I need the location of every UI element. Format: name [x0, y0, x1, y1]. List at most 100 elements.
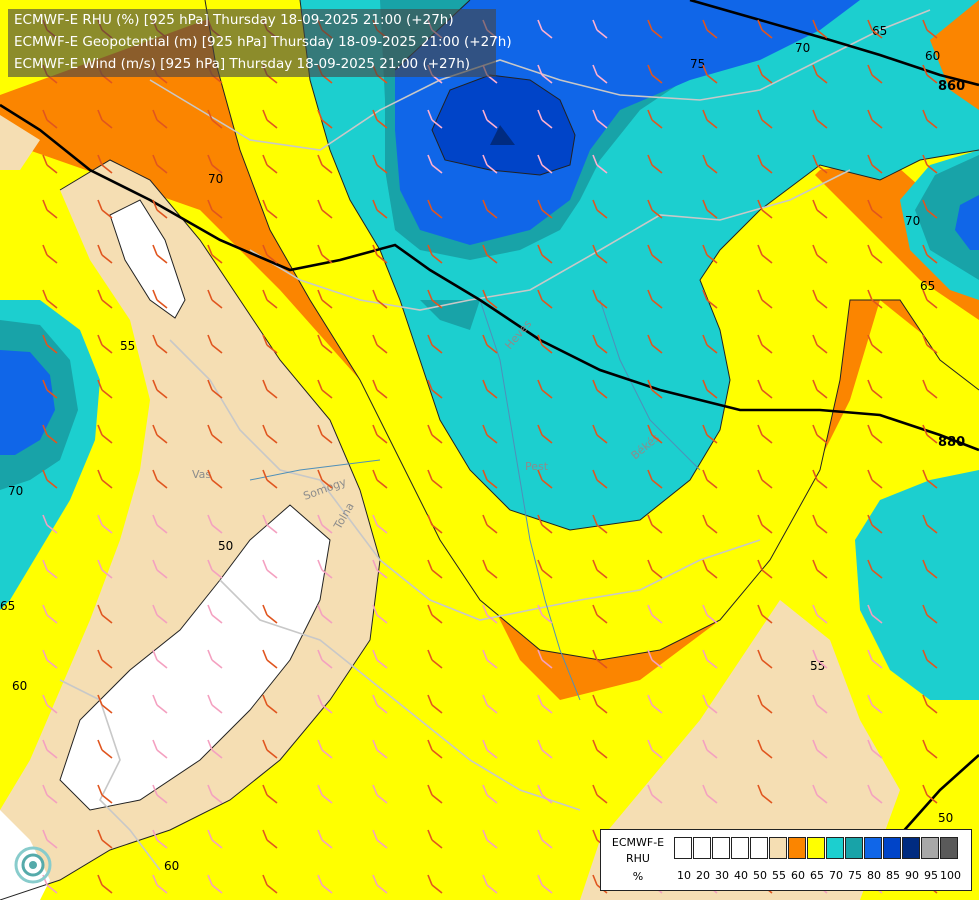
wind-barb-icon	[812, 424, 828, 444]
wind-barb-icon	[427, 649, 443, 669]
wind-barb-icon	[592, 514, 608, 534]
wind-barb-icon	[922, 604, 938, 624]
wind-barb-icon	[482, 739, 498, 759]
wind-barb-icon	[207, 514, 223, 534]
wind-barb-icon	[262, 559, 278, 579]
wind-barb-icon	[207, 424, 223, 444]
legend-swatch	[674, 837, 692, 859]
wind-barb-icon	[262, 154, 278, 174]
rhu-teal-right	[915, 155, 979, 280]
wind-barb-icon	[207, 334, 223, 354]
wind-barb-icon	[207, 739, 223, 759]
rhu-tan-topleft	[0, 115, 40, 170]
rhu-label: 60	[925, 49, 940, 63]
wind-barb-icon	[647, 739, 663, 759]
wind-barb-icon	[922, 289, 938, 309]
wind-barb-icon	[867, 244, 883, 264]
legend-tick: 95	[924, 869, 938, 882]
logo-icon	[14, 846, 52, 884]
wind-barb-icon	[207, 109, 223, 129]
wind-barb-icon	[97, 874, 113, 894]
rhu-label: 70	[8, 484, 23, 498]
wind-barb-icon	[592, 379, 608, 399]
wind-barb-icon	[537, 199, 553, 219]
wind-barb-icon	[702, 109, 718, 129]
wind-barb-icon	[867, 784, 883, 804]
wind-barb-icon	[702, 604, 718, 624]
rhu-cyan-right	[855, 470, 979, 700]
rhu-legend: ECMWF-E RHU % 10 20 30 40 50 55 60 65 70 75 80 85 90…	[600, 829, 972, 891]
wind-barb-icon	[152, 289, 168, 309]
wind-barb-icon	[867, 109, 883, 129]
wind-barb-icon	[702, 379, 718, 399]
wind-barb-icon	[537, 739, 553, 759]
wind-barb-icon	[757, 514, 773, 534]
wind-barb-icon	[647, 424, 663, 444]
wind-barb-icon	[867, 289, 883, 309]
legend-tick: 70	[829, 869, 843, 882]
wind-barb-icon	[867, 739, 883, 759]
wind-barb-icon	[427, 874, 443, 894]
rhu-label: 70	[795, 41, 810, 55]
wind-barb-icon	[317, 829, 333, 849]
wind-barb-icon	[537, 109, 553, 129]
wind-barb-icon	[262, 694, 278, 714]
wind-barb-icon	[867, 514, 883, 534]
wind-barb-icon	[757, 424, 773, 444]
wind-barb-icon	[427, 199, 443, 219]
legend-tick: 20	[696, 869, 710, 882]
legend-swatch	[788, 837, 806, 859]
wind-barb-icon	[757, 289, 773, 309]
wind-barb-icon	[372, 694, 388, 714]
wind-barb-icon	[647, 19, 663, 39]
legend-swatch	[864, 837, 882, 859]
wind-barb-icon	[262, 199, 278, 219]
wind-barb-icon	[812, 514, 828, 534]
wind-barb-icon	[757, 694, 773, 714]
legend-swatch	[731, 837, 749, 859]
wind-barb-icon	[97, 514, 113, 534]
wind-barb-icon	[372, 109, 388, 129]
wind-barb-icon	[647, 694, 663, 714]
wind-barb-icon	[702, 154, 718, 174]
wind-barb-icon	[592, 469, 608, 489]
wind-barb-icon	[42, 784, 58, 804]
wind-barb-icon	[702, 199, 718, 219]
wind-barb-icon	[42, 604, 58, 624]
wind-barb-icon	[482, 424, 498, 444]
wind-barb-icon	[317, 694, 333, 714]
wind-barb-icon	[922, 64, 938, 84]
rhu-label: 60	[164, 859, 179, 873]
legend-tick: 80	[867, 869, 881, 882]
wind-barb-icon	[812, 199, 828, 219]
wind-barb-icon	[812, 649, 828, 669]
wind-barb-icon	[207, 244, 223, 264]
wind-barb-icon	[647, 559, 663, 579]
wind-barb-icon	[262, 289, 278, 309]
wind-barb-icon	[427, 469, 443, 489]
legend-swatch	[693, 837, 711, 859]
wind-barb-icon	[867, 64, 883, 84]
wind-barb-icon	[537, 424, 553, 444]
wind-barb-icon	[152, 424, 168, 444]
wind-barb-icon	[757, 19, 773, 39]
wind-barb-icon	[317, 334, 333, 354]
legend-swatch	[826, 837, 844, 859]
wind-barb-icon	[482, 334, 498, 354]
wind-barb-icon	[152, 469, 168, 489]
wind-barb-icon	[922, 244, 938, 264]
wind-barb-icon	[262, 784, 278, 804]
wind-barb-icon	[207, 649, 223, 669]
wind-barb-icon	[867, 694, 883, 714]
wind-barb-icon	[922, 109, 938, 129]
legend-title-model: ECMWF-E	[611, 836, 665, 849]
rhu-label: 55	[810, 659, 825, 673]
wind-barb-icon	[42, 334, 58, 354]
wind-barb-icon	[152, 874, 168, 894]
wind-barb-icon	[812, 559, 828, 579]
wind-barb-icon	[262, 829, 278, 849]
wind-barb-icon	[262, 379, 278, 399]
wind-barb-icon	[317, 469, 333, 489]
wind-barb-icon	[427, 289, 443, 309]
